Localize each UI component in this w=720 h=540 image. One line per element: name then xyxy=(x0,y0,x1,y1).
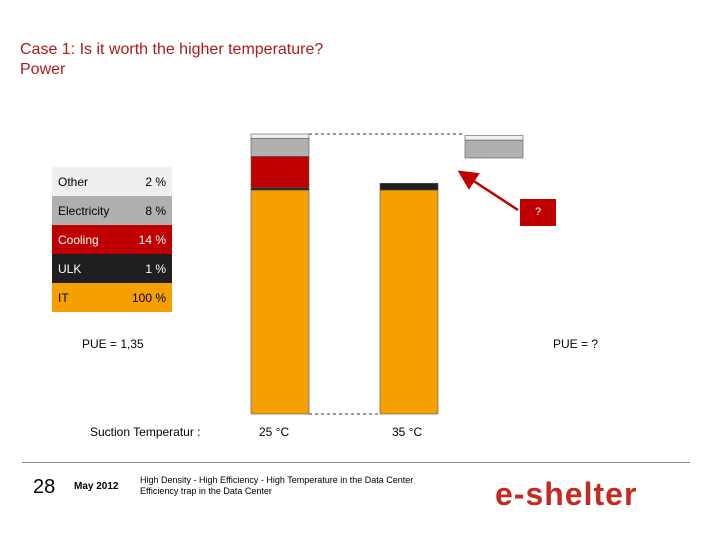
page-number: 28 xyxy=(33,476,56,498)
legend-row-ulk: ULK 1 % xyxy=(52,254,172,283)
e-shelter-logo: e-shelter xyxy=(495,476,638,512)
question-box: ? xyxy=(520,199,556,226)
title-line-2: Power xyxy=(20,61,66,78)
pue-left-label: PUE = 1,35 xyxy=(82,337,144,351)
bar-segment-ulk-1 xyxy=(379,182,439,191)
bar-segment-other-2 xyxy=(464,135,524,141)
legend-row-electricity: Electricity 8 % xyxy=(52,196,172,225)
pue-right-label: PUE = ? xyxy=(553,337,599,351)
title-line-1: Case 1: Is it worth the higher temperatu… xyxy=(20,41,324,58)
bar-segment-cooling-0 xyxy=(250,156,310,189)
legend-percent: 8 % xyxy=(145,203,166,218)
legend-percent: 2 % xyxy=(145,174,166,189)
legend-row-cooling: Cooling 14 % xyxy=(52,225,172,254)
legend-label: Other xyxy=(58,174,89,189)
legend-label: Cooling xyxy=(58,232,99,247)
bar-segment-it-0 xyxy=(250,189,310,415)
footer-divider xyxy=(22,462,690,463)
footer-line-1: High Density - High Efficiency - High Te… xyxy=(140,475,414,485)
legend-percent: 1 % xyxy=(145,261,166,276)
bar-segment-electricity-2 xyxy=(464,139,524,159)
bar-segment-ulk-0 xyxy=(250,187,310,191)
legend-label: IT xyxy=(58,290,69,305)
legend-row-other: Other 2 % xyxy=(52,167,172,196)
bar-segment-other-0 xyxy=(250,133,310,139)
legend-label: Electricity xyxy=(58,203,110,218)
legend-label: ULK xyxy=(58,261,82,276)
x-axis-title: Suction Temperatur : xyxy=(90,425,201,439)
footer-text: High Density - High Efficiency - High Te… xyxy=(140,475,413,497)
legend-percent: 14 % xyxy=(138,232,166,247)
footer-line-2: Efficiency trap in the Data Center xyxy=(140,486,272,496)
x-tick-label-35: 35 °C xyxy=(392,425,423,439)
bar-segment-it-1 xyxy=(379,189,439,415)
legend-percent: 100 % xyxy=(131,290,166,305)
legend-row-it: IT 100 % xyxy=(52,283,172,312)
footer-date: May 2012 xyxy=(74,481,119,492)
arrow-icon xyxy=(457,170,519,212)
bar-segment-electricity-0 xyxy=(250,138,310,157)
slide-title: Case 1: Is it worth the higher temperatu… xyxy=(20,40,323,80)
x-tick-label-25: 25 °C xyxy=(259,425,290,439)
